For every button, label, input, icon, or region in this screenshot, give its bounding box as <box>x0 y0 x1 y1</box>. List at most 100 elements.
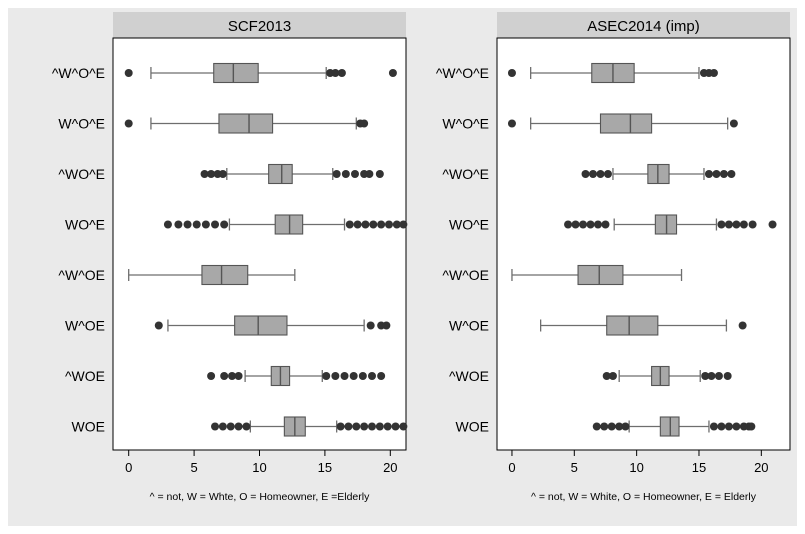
outlier-point <box>341 170 350 178</box>
x-tick-label: 15 <box>318 460 332 475</box>
outlier-point <box>234 422 243 431</box>
outlier-point <box>345 220 354 229</box>
boxplot <box>124 113 369 134</box>
outlier-point <box>384 220 393 229</box>
outlier-point <box>738 321 747 330</box>
category-label: ^W^O^E <box>52 65 105 81</box>
boxplots <box>124 62 408 437</box>
plot-area <box>112 37 407 451</box>
outlier-point <box>163 220 172 229</box>
outlier-point <box>220 372 229 380</box>
outlier-point <box>701 372 710 380</box>
boxplot <box>207 365 386 387</box>
category-label: ^WO^E <box>442 166 489 182</box>
outlier-point <box>350 170 359 178</box>
category-label: ^W^O^E <box>436 65 489 81</box>
box-iqr <box>218 113 274 134</box>
category-labels: ^W^O^E W^O^E ^WO^E WO^E ^W^OE W^OE ^WOE WOE <box>52 65 105 435</box>
outlier-point <box>360 422 369 431</box>
category-label: W^O^E <box>442 116 489 132</box>
category-label: ^WOE <box>65 368 105 384</box>
category-label: WOE <box>456 419 489 435</box>
outlier-point <box>207 170 216 178</box>
outlier-point <box>226 422 235 431</box>
outlier-point <box>709 69 718 77</box>
outlier-point <box>218 170 227 178</box>
outlier-point <box>724 220 733 229</box>
x-tick-label: 0 <box>508 460 515 475</box>
box-iqr <box>201 264 249 286</box>
outlier-point <box>375 422 384 431</box>
boxplot <box>163 214 408 235</box>
outlier-point <box>621 422 630 431</box>
outlier-point <box>707 372 716 380</box>
x-tick-label: 20 <box>383 460 397 475</box>
legend-note: ^ = not, W = White, O = Homeowner, E = E… <box>531 491 757 503</box>
outlier-point <box>124 119 133 128</box>
outlier-point <box>382 321 391 330</box>
outlier-point <box>579 220 588 229</box>
outlier-point <box>207 372 216 380</box>
outlier-point <box>729 119 738 128</box>
outlier-point <box>383 422 392 431</box>
outlier-point <box>391 422 400 431</box>
boxplot <box>511 264 683 286</box>
outlier-point <box>589 170 598 178</box>
x-axis-ticks: 0 5 10 15 20 <box>125 450 398 475</box>
outlier-point <box>242 422 251 431</box>
boxplot <box>128 264 296 286</box>
category-label: W^OE <box>449 318 489 334</box>
outlier-point <box>361 220 370 229</box>
outlier-point <box>581 170 590 178</box>
outlier-point <box>600 422 609 431</box>
outlier-point <box>601 220 610 229</box>
boxplot <box>211 416 408 437</box>
x-tick-label: 0 <box>125 460 132 475</box>
category-label: WO^E <box>65 217 105 233</box>
outlier-point <box>332 170 341 178</box>
outlier-point <box>377 372 386 380</box>
outlier-point <box>228 372 237 380</box>
outlier-point <box>607 422 616 431</box>
box-iqr <box>577 264 624 286</box>
outlier-point <box>709 422 718 431</box>
outlier-point <box>183 220 192 229</box>
box-iqr <box>234 315 288 336</box>
x-tick-label: 20 <box>754 460 768 475</box>
outlier-point <box>358 372 367 380</box>
legend-note: ^ = not, W = Whte, O = Homeowner, E =Eld… <box>150 491 370 503</box>
outlier-point <box>748 220 757 229</box>
outlier-point <box>220 220 229 229</box>
outlier-point <box>331 372 340 380</box>
outlier-point <box>732 422 741 431</box>
outlier-point <box>366 321 375 330</box>
boxplot <box>124 62 397 84</box>
boxplot <box>564 214 777 235</box>
outlier-point <box>388 69 397 77</box>
outlier-point <box>352 422 361 431</box>
outlier-point <box>154 321 163 330</box>
outlier-point <box>712 170 721 178</box>
panel-title: SCF2013 <box>228 18 291 35</box>
outlier-point <box>200 170 209 178</box>
outlier-point <box>717 220 726 229</box>
outlier-point <box>719 170 728 178</box>
outlier-point <box>593 220 602 229</box>
outlier-point <box>201 220 210 229</box>
boxplot <box>592 416 756 437</box>
x-tick-label: 10 <box>629 460 643 475</box>
outlier-point <box>367 372 376 380</box>
outlier-point <box>344 422 353 431</box>
outlier-point <box>586 220 595 229</box>
panel-title-strip <box>113 12 406 38</box>
box-iqr <box>268 163 293 185</box>
outlier-point <box>377 220 386 229</box>
boxplots <box>507 62 777 437</box>
x-axis-ticks: 0 5 10 15 20 <box>508 450 769 475</box>
outlier-point <box>714 372 723 380</box>
outlier-point <box>592 422 601 431</box>
outlier-point <box>739 220 748 229</box>
outlier-point <box>369 220 378 229</box>
category-label: W^OE <box>65 318 105 334</box>
outlier-point <box>234 372 243 380</box>
